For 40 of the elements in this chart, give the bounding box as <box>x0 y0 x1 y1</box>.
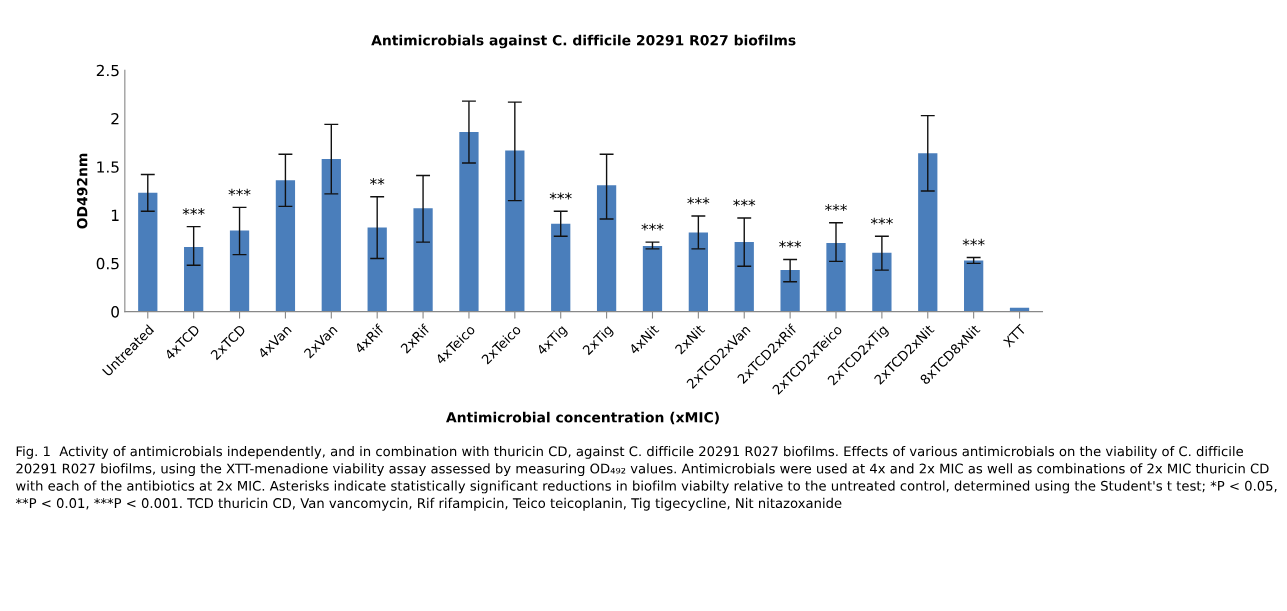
annotation: *** <box>228 188 251 196</box>
annotation: *** <box>182 207 205 215</box>
bar <box>321 159 341 312</box>
y-tick-label: 0.5 <box>96 257 119 270</box>
bar <box>459 132 479 312</box>
bar <box>505 150 525 312</box>
y-tick-label: 1 <box>111 209 119 221</box>
x-axis-title: Antimicrobial concentration (xMIC) <box>446 411 719 425</box>
annotation: *** <box>687 197 710 205</box>
bar <box>596 185 617 312</box>
annotation: *** <box>641 223 664 231</box>
bar <box>872 252 892 312</box>
annotation: *** <box>825 204 848 212</box>
chart-title: Antimicrobials against C. difficile 20291 R027 biofilms <box>371 34 796 49</box>
bar <box>551 223 571 312</box>
annotation: *** <box>962 238 985 246</box>
annotation: *** <box>549 192 572 200</box>
bar <box>964 260 984 312</box>
caption: Fig. 1 Activity of antimicrobials independently, and in combination with thuricin CD, against C. difficile 20291 R027 biofilms. Effects of various antimicrobials on the viability of C. difficile 20291 R027 biofilms, using the XTT-menadione viability assay assessed by measuring OD₄₉₂ values. Antimicrobials were used at 4x and 2x MIC as well as combinations of 2x MIC thuricin CD with each of the antibiotics at 2x MIC. Asterisks indicate statistically significant reductions in biofilm viabilty relative to the untreated control, determined using the Student's t test; *P < 0.05, **P < 0.01, ***P < 0.001. TCD thuricin CD, Van vancomycin, Rif rifampicin, Teico teicoplanin, Tig tigecycline, Nit nitazoxanide <box>15 446 1277 511</box>
bar <box>229 230 250 312</box>
bar <box>826 243 846 312</box>
annotation: ** <box>370 178 385 186</box>
bar <box>184 246 204 312</box>
annotation: *** <box>779 240 802 248</box>
y-axis-title: OD492nm <box>76 153 88 229</box>
bar <box>413 208 433 312</box>
bar <box>734 242 754 312</box>
y-tick-label: 0 <box>111 306 119 318</box>
y-tick-label: 2.5 <box>96 64 119 77</box>
bar <box>138 192 158 312</box>
bar <box>642 245 663 312</box>
bar <box>918 153 938 312</box>
bar <box>688 232 708 312</box>
y-tick-label: 1.5 <box>97 161 119 173</box>
bar <box>367 227 387 312</box>
annotation: *** <box>870 217 893 225</box>
y-tick-label: 2 <box>111 113 119 125</box>
bar <box>275 180 296 312</box>
annotation: *** <box>733 199 756 207</box>
bar <box>780 270 800 312</box>
